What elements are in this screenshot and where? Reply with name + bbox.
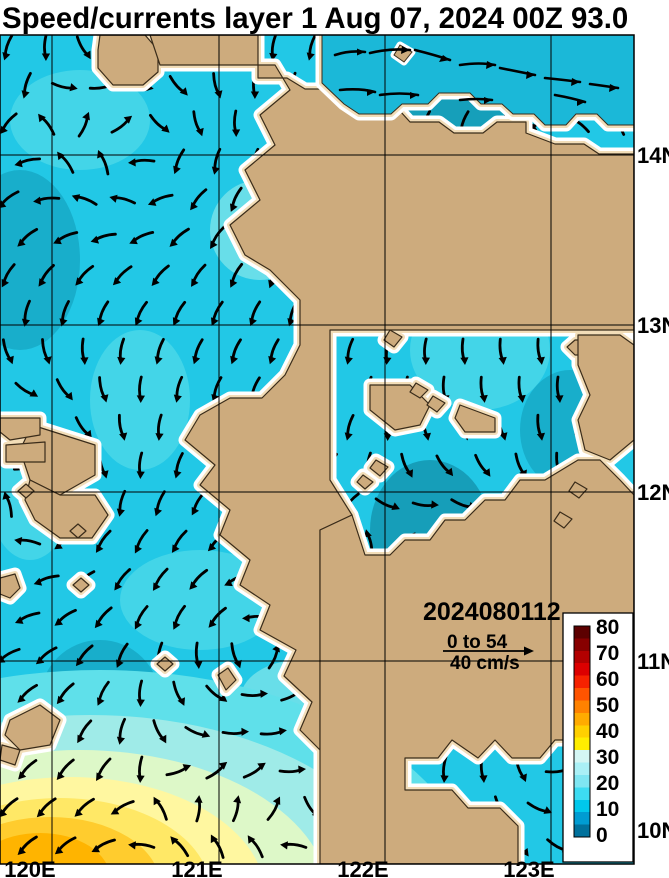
svg-text:12N: 12N xyxy=(637,480,669,505)
svg-text:122E: 122E xyxy=(337,857,388,878)
svg-text:2024080112: 2024080112 xyxy=(423,598,561,626)
svg-text:20: 20 xyxy=(596,772,619,795)
svg-text:60: 60 xyxy=(596,668,619,691)
svg-text:0 to 54: 0 to 54 xyxy=(447,632,508,653)
svg-text:11N: 11N xyxy=(637,649,669,674)
svg-text:70: 70 xyxy=(596,642,619,665)
svg-text:13N: 13N xyxy=(637,313,669,338)
svg-text:10: 10 xyxy=(596,798,619,821)
svg-text:40 cm/s: 40 cm/s xyxy=(450,653,520,674)
svg-text:30: 30 xyxy=(596,746,619,769)
svg-text:0: 0 xyxy=(596,824,608,847)
svg-text:40: 40 xyxy=(596,720,619,743)
svg-text:50: 50 xyxy=(596,694,619,717)
svg-text:14N: 14N xyxy=(637,143,669,168)
svg-text:80: 80 xyxy=(596,616,619,639)
svg-text:123E: 123E xyxy=(503,857,554,878)
svg-text:10N: 10N xyxy=(637,818,669,843)
svg-text:120E: 120E xyxy=(4,857,55,878)
svg-text:121E: 121E xyxy=(171,857,222,878)
